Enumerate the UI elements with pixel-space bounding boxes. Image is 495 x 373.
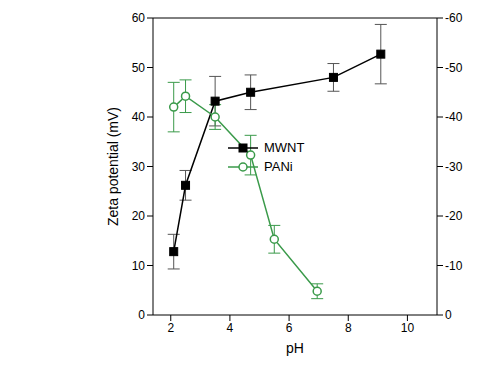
- svg-text:0: 0: [138, 308, 145, 322]
- svg-text:10: 10: [132, 259, 146, 273]
- svg-text:Zeta potential (mV): Zeta potential (mV): [105, 107, 121, 226]
- svg-text:8: 8: [345, 321, 352, 335]
- svg-text:20: 20: [132, 209, 146, 223]
- html-text:PANi: PANi: [264, 159, 293, 174]
- svg-text:-10: -10: [445, 259, 463, 273]
- svg-text:10: 10: [401, 321, 415, 335]
- svg-text:0: 0: [445, 308, 452, 322]
- svg-text:30: 30: [132, 160, 146, 174]
- html-text:MWNT: MWNT: [264, 140, 305, 155]
- svg-text:-40: -40: [445, 110, 463, 124]
- svg-text:-60: -60: [445, 11, 463, 25]
- svg-text:60: 60: [132, 11, 146, 25]
- svg-text:6: 6: [286, 321, 293, 335]
- svg-text:pH: pH: [286, 340, 304, 356]
- svg-text:-50: -50: [445, 61, 463, 75]
- svg-text:40: 40: [132, 110, 146, 124]
- svg-text:2: 2: [167, 321, 174, 335]
- svg-text:4: 4: [227, 321, 234, 335]
- svg-text:-20: -20: [445, 209, 463, 223]
- svg-text:50: 50: [132, 61, 146, 75]
- svg-text:-30: -30: [445, 160, 463, 174]
